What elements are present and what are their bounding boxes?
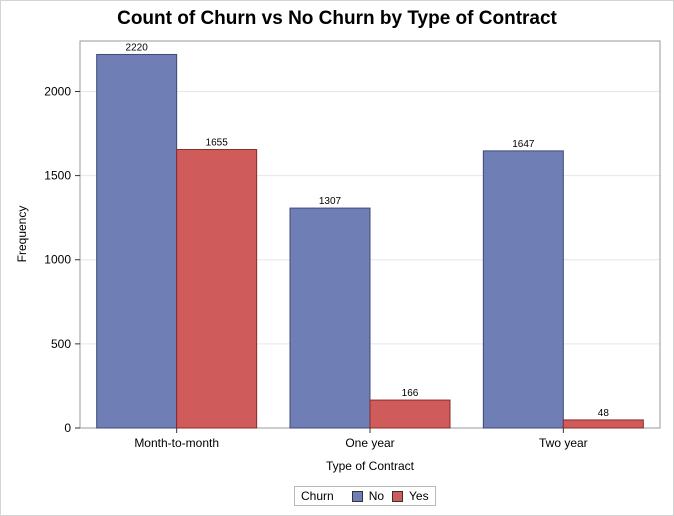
chart-title: Count of Churn vs No Churn by Type of Co… xyxy=(117,8,557,29)
data-label: 166 xyxy=(402,388,419,399)
legend-label-yes: Yes xyxy=(409,489,429,503)
legend-title: Churn xyxy=(301,489,334,503)
data-labels: 2220 1655 1307 166 1647 48 xyxy=(126,42,610,418)
legend: Churn No Yes xyxy=(294,486,436,506)
x-tick-label: One year xyxy=(345,436,394,450)
bar-yes-month-to-month xyxy=(176,149,258,429)
data-label: 48 xyxy=(598,408,610,419)
bar-no-one-year xyxy=(289,207,371,429)
data-label: 1307 xyxy=(319,196,342,207)
y-tick-label: 0 xyxy=(64,421,71,435)
y-axis: 0 500 1000 1500 2000 xyxy=(44,84,80,435)
bar-no-month-to-month xyxy=(96,53,178,429)
legend-swatch-no xyxy=(351,490,363,502)
legend-item-yes: Yes xyxy=(392,489,429,503)
legend-label-no: No xyxy=(368,489,385,503)
x-axis: Month-to-month One year Two year xyxy=(134,428,588,450)
x-tick-label: Two year xyxy=(539,436,588,450)
y-tick-label: 2000 xyxy=(44,84,71,98)
bar-no-two-year xyxy=(482,150,564,429)
x-axis-title: Type of Contract xyxy=(326,459,415,473)
y-tick-label: 1500 xyxy=(44,169,71,183)
y-tick-label: 1000 xyxy=(44,253,71,267)
data-label: 1647 xyxy=(512,139,535,150)
legend-swatch-yes xyxy=(392,490,404,502)
data-label: 2220 xyxy=(126,42,149,53)
bar-yes-one-year xyxy=(369,399,451,429)
y-axis-title: Frequency xyxy=(15,206,29,263)
y-tick-label: 500 xyxy=(51,337,71,351)
bars xyxy=(96,53,644,429)
x-tick-label: Month-to-month xyxy=(134,436,219,450)
bar-yes-two-year xyxy=(562,419,644,429)
data-label: 1655 xyxy=(206,138,229,149)
legend-item-no: No xyxy=(351,489,385,503)
